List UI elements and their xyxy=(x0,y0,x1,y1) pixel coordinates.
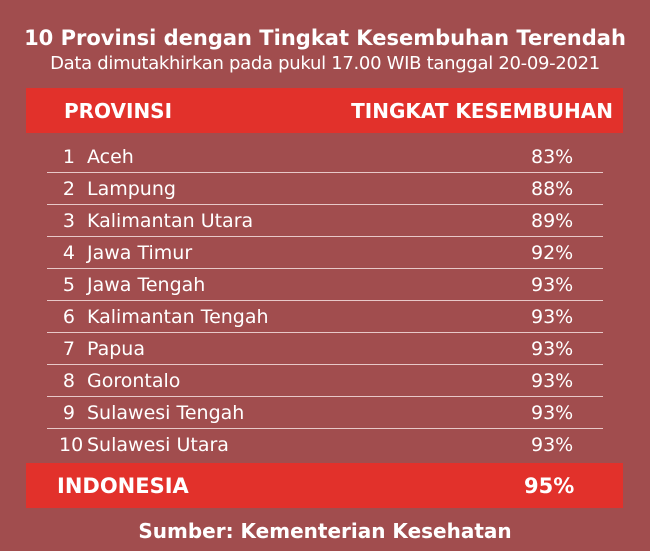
row-province: Kalimantan Tengah xyxy=(87,306,269,328)
table-row: 9 Sulawesi Tengah 93% xyxy=(47,397,603,429)
title: 10 Provinsi dengan Tingkat Kesembuhan Te… xyxy=(24,26,626,50)
row-province: Aceh xyxy=(87,146,134,168)
row-value: 88% xyxy=(531,178,574,200)
row-province: Sulawesi Tengah xyxy=(87,402,245,424)
row-province: Sulawesi Utara xyxy=(87,434,229,456)
row-rank: 3 xyxy=(62,210,75,232)
subtitle: Data dimutakhirkan pada pukul 17.00 WIB … xyxy=(50,53,600,74)
table-header: PROVINSI TINGKAT KESEMBUHAN xyxy=(26,88,623,133)
row-rank: 7 xyxy=(62,338,75,360)
row-value: 93% xyxy=(531,306,574,328)
total-row: INDONESIA 95% xyxy=(26,463,623,508)
row-province: Lampung xyxy=(87,178,176,200)
row-value: 89% xyxy=(531,210,574,232)
table-row: 1 Aceh 83% xyxy=(47,141,603,173)
table-row: 2 Lampung 88% xyxy=(47,173,603,205)
column-header-recovery: TINGKAT KESEMBUHAN xyxy=(351,99,613,123)
row-value: 93% xyxy=(531,370,574,392)
table-row: 4 Jawa Timur 92% xyxy=(47,237,603,269)
row-province: Gorontalo xyxy=(87,370,181,392)
row-rank: 9 xyxy=(62,402,75,424)
table-row: 3 Kalimantan Utara 89% xyxy=(47,205,603,237)
row-province: Jawa Tengah xyxy=(87,274,206,296)
row-rank: 1 xyxy=(62,146,75,168)
source: Sumber: Kementerian Kesehatan xyxy=(138,519,512,543)
total-label: INDONESIA xyxy=(57,474,189,498)
table-row: 6 Kalimantan Tengah 93% xyxy=(47,301,603,333)
row-value: 93% xyxy=(531,274,574,296)
row-province: Papua xyxy=(87,338,145,360)
row-value: 83% xyxy=(531,146,574,168)
row-value: 92% xyxy=(531,242,574,264)
row-province: Kalimantan Utara xyxy=(87,210,254,232)
row-value: 93% xyxy=(531,402,574,424)
row-rank: 10 xyxy=(59,434,84,456)
table-row: 5 Jawa Tengah 93% xyxy=(47,269,603,301)
total-value: 95% xyxy=(524,474,575,498)
table-row: 10 Sulawesi Utara 93% xyxy=(47,429,603,460)
row-rank: 8 xyxy=(62,370,75,392)
table-row: 7 Papua 93% xyxy=(47,333,603,365)
row-rank: 5 xyxy=(62,274,75,296)
row-rank: 6 xyxy=(62,306,75,328)
table-body: 1 Aceh 83% 2 Lampung 88% 3 Kalimantan Utara 89% 4… xyxy=(47,141,603,460)
row-rank: 2 xyxy=(62,178,75,200)
row-value: 93% xyxy=(531,338,574,360)
row-value: 93% xyxy=(531,434,574,456)
row-rank: 4 xyxy=(62,242,75,264)
column-header-province: PROVINSI xyxy=(64,99,173,123)
row-province: Jawa Timur xyxy=(87,242,193,264)
table-row: 8 Gorontalo 93% xyxy=(47,365,603,397)
